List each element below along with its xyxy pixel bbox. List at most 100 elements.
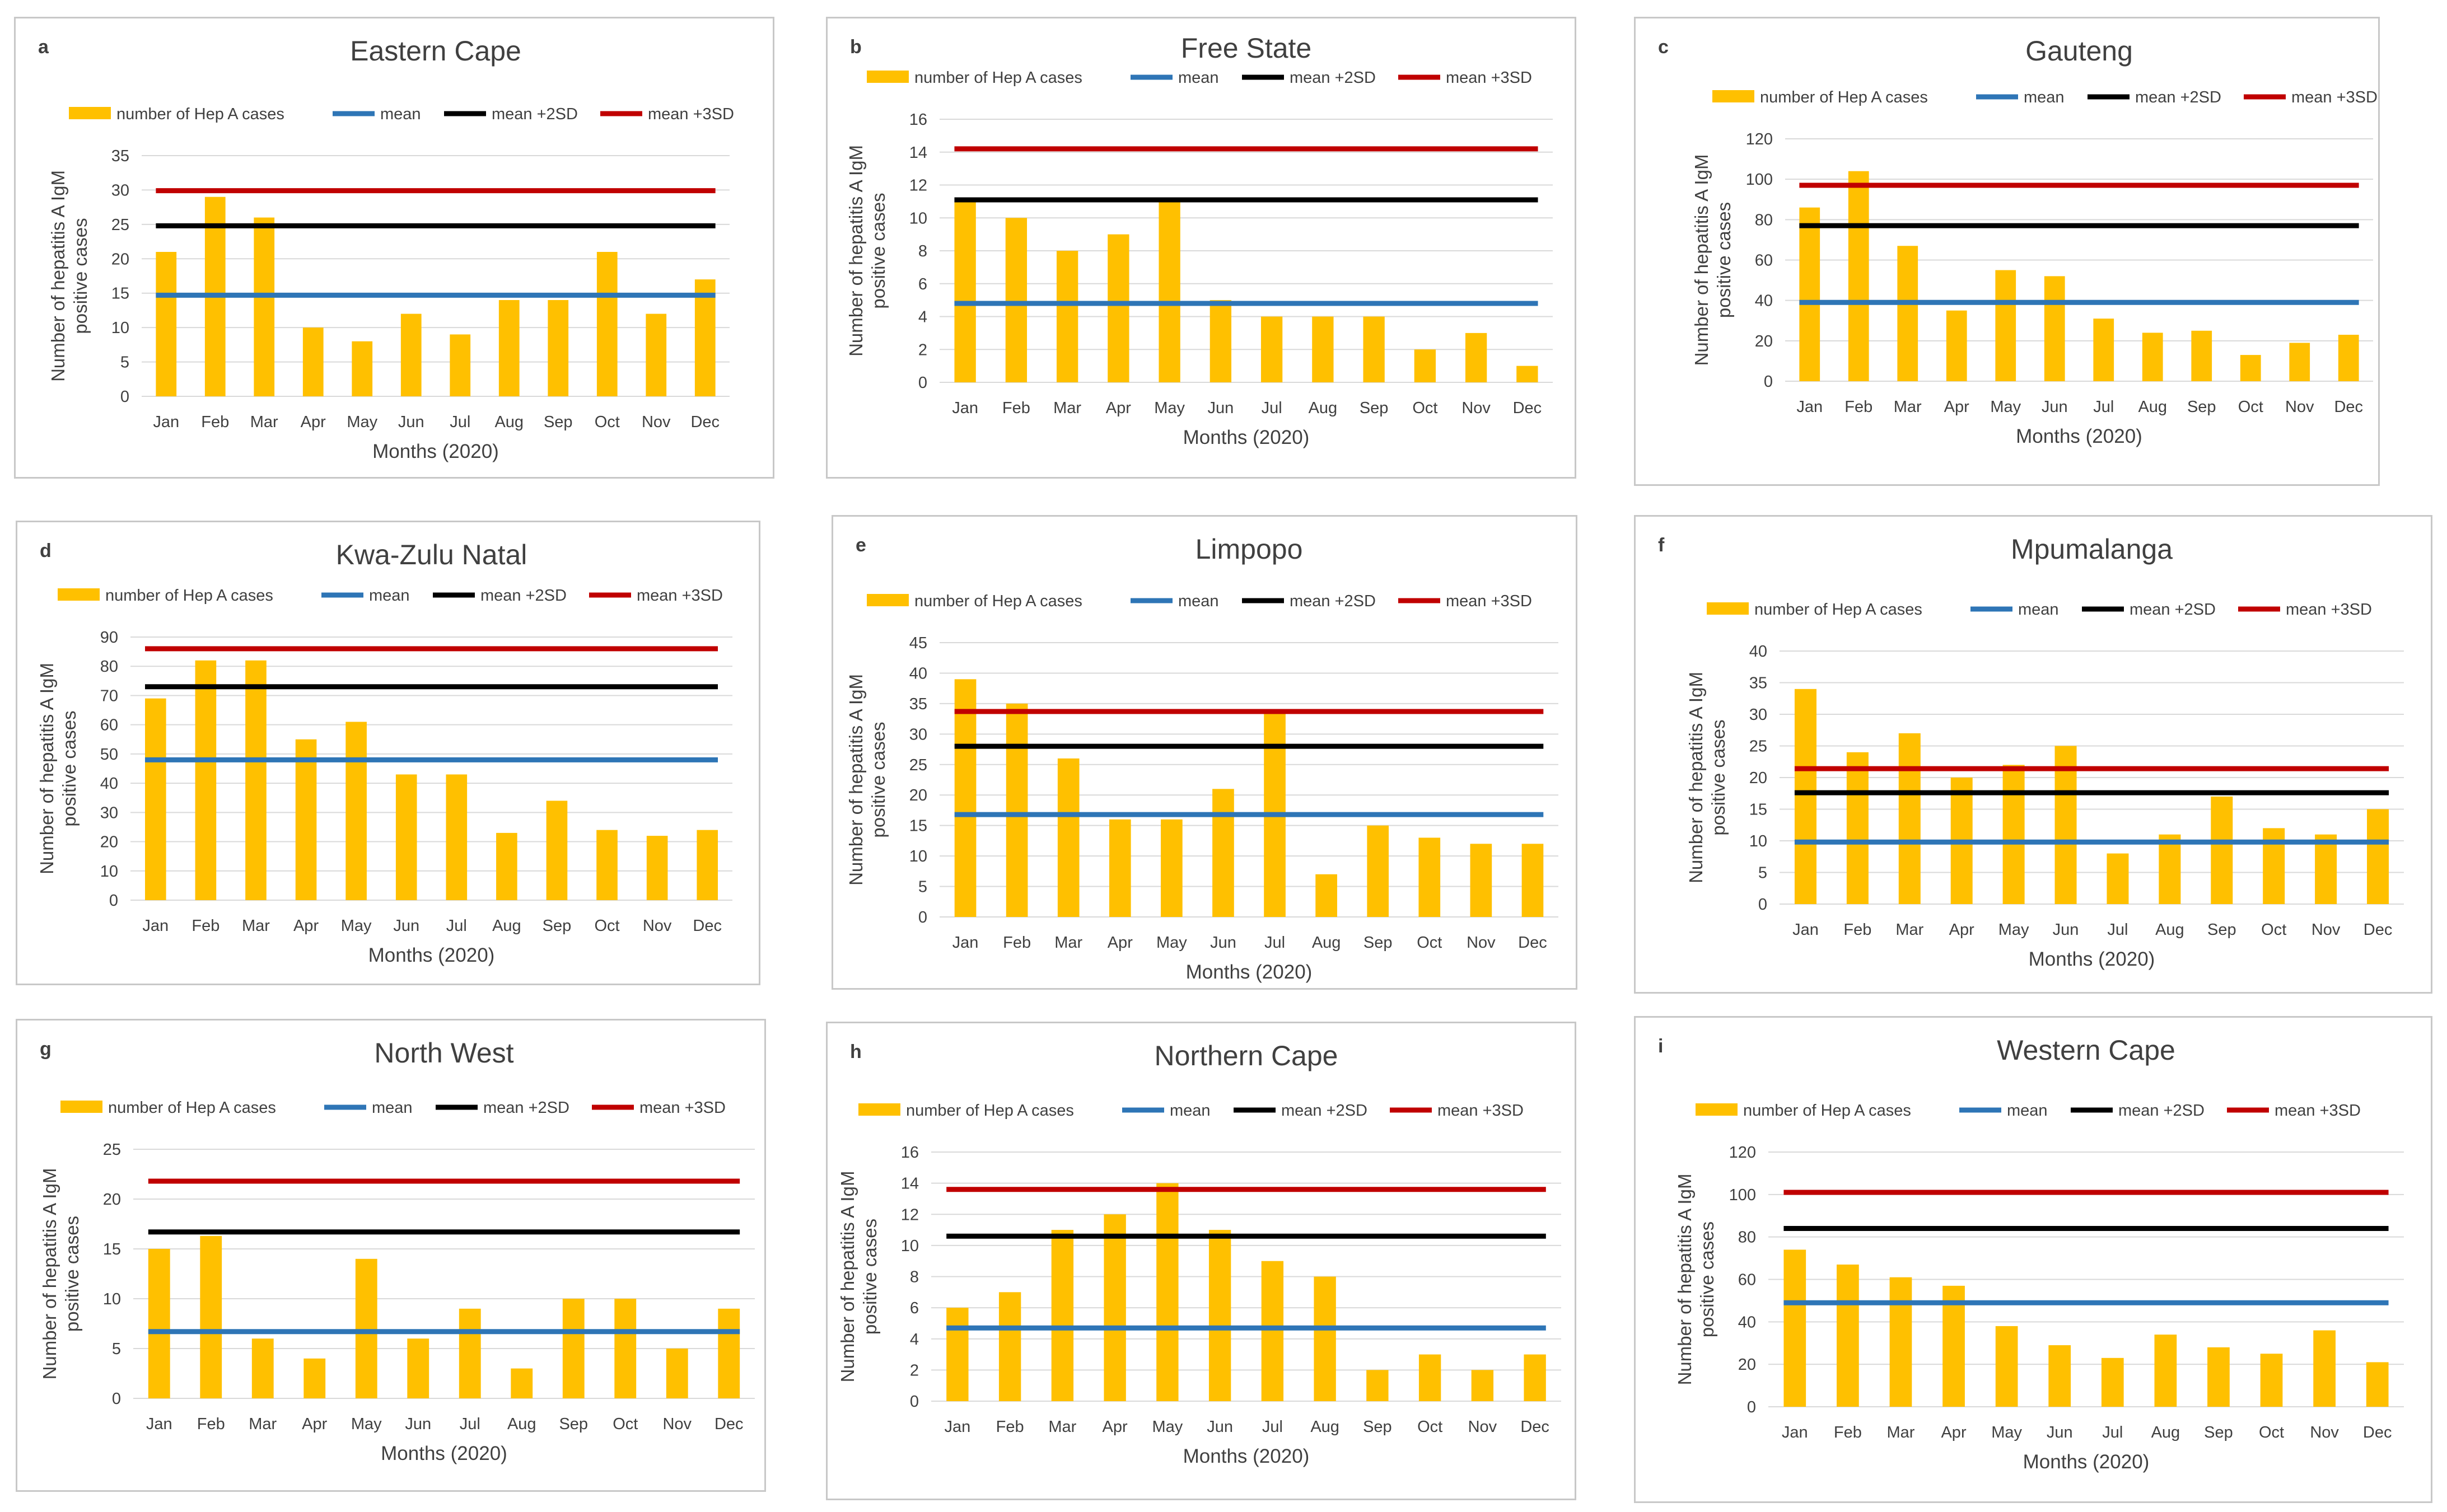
y-tick-label: 15 — [111, 285, 129, 303]
y-tick-label: 0 — [1758, 896, 1767, 914]
bar-jul — [450, 334, 471, 396]
bar-dec — [697, 830, 718, 900]
bar-oct — [2260, 1354, 2283, 1407]
y-tick-label: 30 — [1749, 706, 1767, 724]
x-tick-label: May — [1156, 934, 1187, 952]
bar-jan — [1799, 207, 1820, 381]
legend-item-cases: number of Hep A cases — [1707, 601, 1922, 619]
x-tick-label: Mar — [250, 413, 278, 431]
legend-label-mean: mean — [2024, 88, 2065, 106]
y-tick-label: 0 — [1747, 1398, 1756, 1416]
y-tick-label: 40 — [1749, 643, 1767, 661]
bar-apr — [295, 739, 317, 900]
y-tick-label: 0 — [1764, 373, 1773, 391]
y-tick-label: 2 — [910, 1361, 919, 1379]
bar-nov — [1471, 1370, 1494, 1401]
legend-label-mean: mean — [1178, 69, 1219, 87]
bar-dec — [2338, 335, 2359, 381]
x-tick-label: May — [1990, 398, 2021, 416]
x-tick-label: Sep — [2204, 1424, 2233, 1441]
legend-label-sd2: mean +2SD — [1281, 1102, 1367, 1120]
legend-swatch-cases — [1712, 90, 1754, 102]
bar-apr — [1946, 310, 1967, 381]
y-tick-label: 6 — [918, 275, 927, 293]
x-tick-label: Nov — [642, 413, 671, 431]
y-tick-label: 15 — [103, 1241, 121, 1258]
y-tick-label: 20 — [1738, 1356, 1756, 1374]
x-tick-label: Sep — [2187, 398, 2216, 416]
y-tick-label: 120 — [1729, 1144, 1756, 1162]
bar-mar — [1897, 246, 1918, 381]
x-tick-label: Dec — [715, 1415, 744, 1433]
x-tick-label: Dec — [690, 413, 720, 431]
legend-label-cases: number of Hep A cases — [1754, 601, 1922, 619]
panel-letter: b — [850, 36, 862, 58]
y-tick-label: 20 — [1755, 333, 1773, 350]
bar-feb — [998, 1292, 1021, 1401]
bar-mar — [1056, 251, 1078, 382]
bar-aug — [1315, 874, 1337, 917]
legend-item-sd2: mean +2SD — [1242, 69, 1376, 87]
y-tick-label: 30 — [111, 181, 129, 199]
x-tick-label: Mar — [242, 917, 270, 935]
bar-may — [352, 341, 373, 396]
bar-jan — [1794, 689, 1816, 904]
chart-title: North West — [374, 1037, 513, 1069]
legend-swatch-cases — [867, 71, 909, 83]
x-tick-label: Feb — [1844, 398, 1872, 416]
y-tick-label: 60 — [1755, 252, 1773, 270]
bar-jul — [2101, 1357, 2124, 1407]
bar-sep — [1367, 825, 1389, 917]
bar-oct — [1418, 1354, 1441, 1401]
legend-item-sd2: mean +2SD — [444, 105, 578, 123]
chart-g: g North West number of Hep A cases mean mean… — [39, 1037, 755, 1464]
x-tick-label: Nov — [1468, 1418, 1497, 1436]
bar-apr — [1104, 1214, 1126, 1401]
y-tick-label: 35 — [1749, 675, 1767, 692]
bar-jul — [459, 1308, 481, 1398]
y-axis-label: Number of hepatitis A IgMpositive cases — [36, 663, 80, 874]
bar-jan — [954, 679, 977, 917]
x-tick-label: Dec — [693, 917, 722, 935]
x-tick-label: Mar — [1054, 934, 1082, 952]
chart-panel-i: i Western Cape number of Hep A cases mean me… — [1634, 1016, 2432, 1503]
x-tick-label: Jun — [398, 413, 424, 431]
legend-item-cases: number of Hep A cases — [867, 69, 1082, 87]
x-tick-label: Jan — [952, 934, 979, 952]
x-tick-label: Jul — [2107, 921, 2128, 939]
y-tick-label: 80 — [1738, 1229, 1756, 1247]
bar-apr — [303, 1358, 326, 1398]
bar-sep — [2207, 1347, 2230, 1407]
x-tick-label: May — [347, 413, 377, 431]
x-tick-label: Mar — [1895, 921, 1923, 939]
bar-mar — [254, 217, 275, 396]
y-tick-label: 5 — [120, 354, 129, 372]
x-tick-label: May — [1998, 921, 2029, 939]
legend-swatch-cases — [60, 1101, 102, 1113]
bar-may — [1995, 1326, 2018, 1407]
bar-mar — [1889, 1277, 1912, 1407]
y-tick-label: 40 — [1755, 292, 1773, 310]
legend-label-mean: mean — [2018, 601, 2059, 619]
y-tick-label: 80 — [1755, 211, 1773, 229]
y-tick-label: 35 — [111, 147, 129, 165]
x-tick-label: Jul — [460, 1415, 480, 1433]
y-axis-label: Number of hepatitis A IgMpositive cases — [837, 1171, 880, 1383]
chart-b: b Free State number of Hep A cases mean mean… — [846, 32, 1553, 448]
bar-mar — [1051, 1230, 1074, 1401]
bar-jul — [2093, 319, 2114, 381]
bar-apr — [1942, 1285, 1965, 1407]
chart-panel-g: g North West number of Hep A cases mean mean… — [16, 1019, 766, 1492]
x-tick-label: Apr — [1941, 1424, 1966, 1441]
y-tick-label: 10 — [909, 848, 927, 865]
y-tick-label: 40 — [100, 775, 118, 793]
chart-d: d Kwa-Zulu Natal number of Hep A cases mean… — [36, 539, 732, 966]
x-tick-label: May — [351, 1415, 382, 1433]
bar-apr — [1108, 234, 1129, 382]
bar-nov — [666, 1349, 688, 1398]
bar-may — [1161, 819, 1183, 917]
x-tick-label: Mar — [1053, 399, 1081, 417]
y-tick-label: 4 — [918, 308, 927, 326]
legend-label-mean: mean — [380, 105, 421, 123]
legend-label-sd3: mean +3SD — [1446, 69, 1532, 87]
